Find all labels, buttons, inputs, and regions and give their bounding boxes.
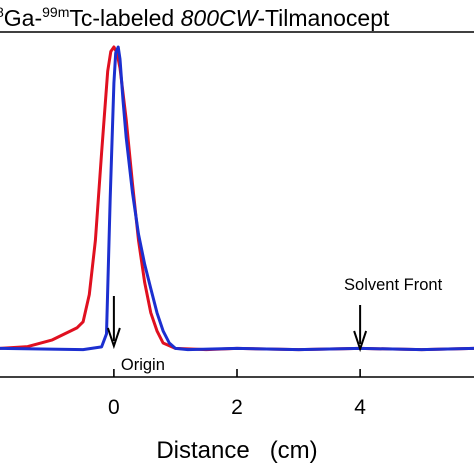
origin-arrow-head [106,327,121,350]
annotations: Origin Solvent Front [106,276,443,374]
title-label: Tc-labeled [69,5,180,31]
series-line-red [0,45,474,352]
chart-title: 8Ga-99mTc-labeled 800CW-Tilmanocept [0,4,390,31]
title-superscript-isotope: 99m [42,4,69,20]
series-group [0,45,474,352]
x-tick-label: 4 [354,396,366,419]
solvent-front-arrow-head [353,330,368,353]
title-element: Ga- [4,5,42,31]
x-axis-label: Distance (cm) [156,437,317,464]
title-superscript-mass: 8 [0,4,4,20]
x-tick-label: 0 [108,396,120,419]
origin-label: Origin [121,356,165,374]
title-tail: -Tilmanocept [257,5,390,31]
x-tick-label: 2 [231,396,243,419]
x-ticks: 0 2 4 [108,369,366,419]
solvent-front-label: Solvent Front [344,276,443,294]
title-italic: 800CW [181,5,260,31]
series-line-blue [0,45,474,352]
